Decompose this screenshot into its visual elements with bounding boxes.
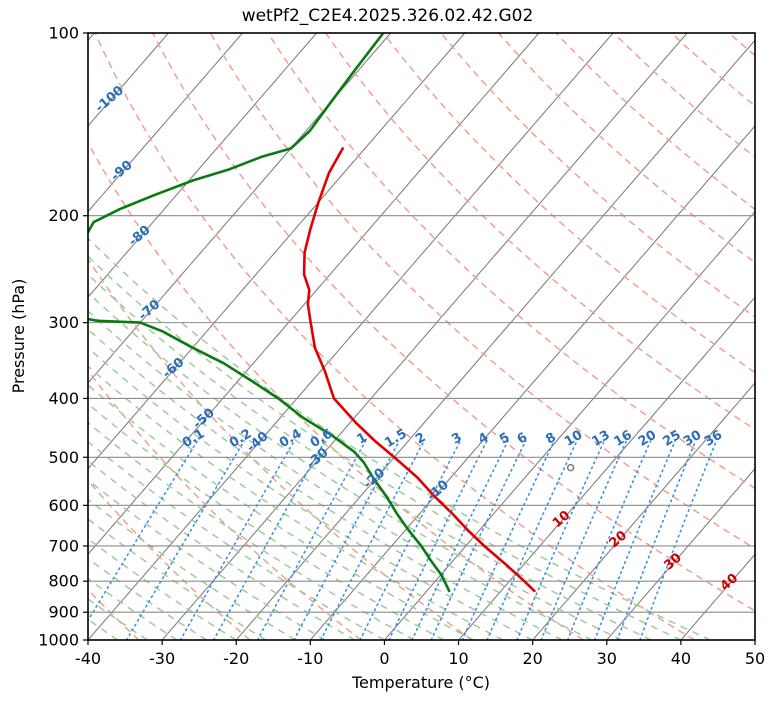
- dry-adiabat-line: [88, 588, 140, 640]
- y-tick-label: 900: [48, 603, 79, 622]
- moist-adiabat-line: [88, 273, 652, 640]
- temperature-curve: [302, 147, 536, 593]
- dewpoint-curve: [88, 33, 451, 593]
- isotherm-line: [458, 296, 755, 640]
- x-tick-label: 10: [448, 649, 468, 668]
- y-tick-label: 1000: [38, 631, 79, 650]
- mixing-ratio-line: [566, 440, 652, 640]
- mixing-ratio-line: [320, 440, 425, 640]
- isotherm-line: [680, 553, 755, 640]
- dry-adiabat-line: [440, 33, 755, 318]
- x-axis-title: Temperature (°C): [351, 673, 490, 692]
- y-tick-label: 800: [48, 572, 79, 591]
- mixing-ratio-line: [88, 440, 199, 623]
- moist-adiabat-line: [88, 237, 711, 640]
- dry-adiabat-line: [88, 141, 584, 640]
- x-tick-label: -30: [149, 649, 175, 668]
- isotherm-line: [754, 639, 755, 640]
- moist-adiabat-line: [88, 402, 445, 640]
- x-tick-label: 20: [522, 649, 542, 668]
- dry-adiabat-line: [88, 257, 473, 640]
- isotherm-line: [383, 210, 755, 640]
- moist-adiabat-line: [88, 346, 534, 640]
- moist-adiabat-line: [88, 291, 622, 640]
- mixing-ratio-line: [486, 440, 578, 640]
- mixing-ratio-line: [430, 440, 527, 640]
- isotherm-line: [88, 33, 540, 556]
- moist-adiabat-line: [88, 518, 267, 640]
- moist-adiabat-line: [88, 479, 326, 640]
- y-axis: 100 200 300 400 500 600 700 800 900 1000: [38, 24, 88, 650]
- y-axis-title: Pressure (hPa): [9, 279, 28, 394]
- isotherm-line: [235, 39, 755, 640]
- background-grid-lines: [88, 33, 755, 640]
- isotherm-line: [606, 467, 755, 640]
- y-tick-label: 500: [48, 448, 79, 467]
- mixing-ratio-line: [593, 440, 676, 640]
- mixing-ratio-line: [411, 440, 509, 640]
- y-tick-label: 600: [48, 496, 79, 515]
- moist-adiabat-line: [88, 498, 296, 640]
- x-axis: -40 -30 -20 -10 0 10 20 30 40 50: [75, 640, 765, 668]
- isotherm-line: [532, 382, 755, 640]
- mixing-ratio-line: [179, 440, 295, 640]
- x-tick-label: 50: [745, 649, 765, 668]
- mixing-ratio-line: [256, 440, 367, 640]
- x-tick-label: -40: [75, 649, 101, 668]
- isotherm-line: [88, 33, 466, 470]
- moist-adiabat-line: [88, 537, 237, 640]
- mixing-ratio-line: [359, 440, 462, 640]
- isotherm-line: [88, 33, 614, 640]
- moist-adiabat-line: [88, 383, 474, 640]
- mixing-ratio-line: [212, 440, 326, 640]
- x-tick-label: -10: [297, 649, 323, 668]
- y-tick-label: 700: [48, 536, 79, 555]
- lcl-marker: [566, 463, 575, 472]
- x-tick-label: 0: [379, 649, 389, 668]
- y-tick-label: 300: [48, 313, 79, 332]
- y-tick-label: 400: [48, 389, 79, 408]
- marker-group: [566, 463, 575, 472]
- mixing-ratio-line: [540, 440, 628, 640]
- mixing-ratio-line: [616, 440, 697, 640]
- x-tick-label: 40: [671, 649, 691, 668]
- x-tick-label: -20: [223, 649, 249, 668]
- moist-adiabat-line: [88, 459, 356, 640]
- plot-background: [88, 33, 755, 640]
- isotherm-line: [309, 125, 755, 640]
- moist-adiabat-line: [88, 440, 385, 640]
- dry-adiabat-line: [209, 33, 755, 550]
- sounding-curves: [88, 33, 536, 593]
- dry-adiabat-line: [94, 33, 695, 640]
- mixing-ratio-line: [125, 440, 245, 640]
- mixing-ratio-line: [388, 440, 488, 640]
- dry-adiabat-line: [88, 479, 251, 640]
- mixing-ratio-line: [516, 440, 605, 640]
- mixing-ratio-line: [293, 440, 401, 640]
- page-title: wetPf2_C2E4.2025.326.02.42.G02: [241, 6, 534, 26]
- y-tick-label: 100: [48, 24, 79, 43]
- moist-adiabat-line: [88, 310, 593, 640]
- isotherm-line: [88, 33, 392, 384]
- moist-adiabat-line: [88, 328, 563, 640]
- dry-adiabat-line: [325, 33, 755, 431]
- dry-adiabat-line: [152, 33, 755, 612]
- plot-border: [87, 32, 756, 641]
- mixing-ratio-line: [639, 440, 718, 640]
- y-tick-label: 200: [48, 206, 79, 225]
- x-tick-label: 30: [597, 649, 617, 668]
